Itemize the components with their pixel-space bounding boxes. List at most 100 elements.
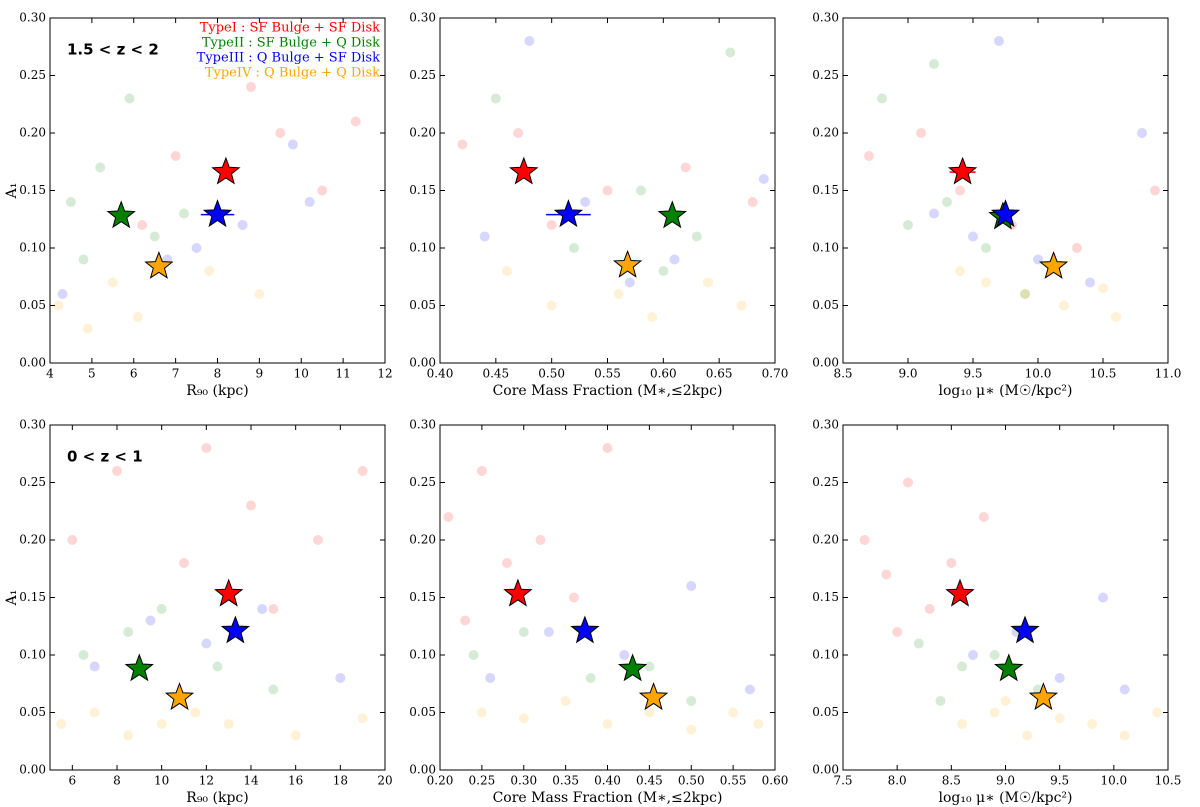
sample-point — [1152, 707, 1163, 718]
x-tick-label: 0.70 — [762, 367, 789, 381]
sample-point — [201, 443, 212, 453]
median-star — [994, 653, 1024, 682]
y-tick-label: 0.10 — [812, 648, 839, 662]
x-tick-label: 8.5 — [942, 774, 961, 788]
sample-point — [624, 277, 635, 288]
legend-entry: TypeI : SF Bulge + SF Disk — [200, 21, 380, 36]
x-tick-label: 7.5 — [833, 774, 852, 788]
median-star — [124, 653, 154, 682]
x-tick-label: 0.45 — [482, 367, 509, 381]
sample-point — [170, 151, 181, 161]
sample-point — [476, 466, 487, 476]
sample-point — [145, 615, 156, 626]
y-tick-label: 0.00 — [409, 356, 436, 370]
y-tick-label: 0.20 — [812, 126, 839, 140]
y-tick-label: 0.05 — [409, 298, 436, 312]
sample-point — [223, 719, 234, 729]
y-tick-label: 0.30 — [409, 11, 436, 25]
y-tick-label: 0.30 — [19, 418, 46, 432]
y-tick-label: 0.30 — [812, 11, 839, 25]
sample-point — [518, 713, 529, 724]
sample-point — [736, 300, 747, 311]
sample-point — [460, 615, 471, 626]
sample-point — [1085, 277, 1095, 288]
sample-point — [65, 197, 76, 207]
x-tick-label: 9.0 — [898, 367, 917, 381]
sample-point — [942, 197, 952, 207]
sample-point — [502, 266, 512, 276]
sample-point — [859, 535, 870, 545]
y-tick-label: 0.10 — [19, 648, 46, 662]
sample-point — [468, 650, 479, 660]
sample-point — [585, 673, 596, 683]
x-tick-label: 0.45 — [636, 774, 663, 788]
sample-point — [569, 592, 579, 603]
y-tick-label: 0.20 — [19, 126, 46, 140]
sample-point — [490, 93, 501, 104]
sample-point — [201, 638, 212, 649]
sample-point — [57, 289, 68, 299]
x-tick-label: 0.55 — [594, 367, 621, 381]
legend-entry: TypeII : SF Bulge + Q Disk — [202, 36, 380, 51]
annotation: 0 < z < 1 — [67, 448, 143, 466]
x-tick-label: 0.35 — [552, 774, 579, 788]
y-axis-label: A₁ — [4, 590, 20, 607]
sample-point — [179, 208, 189, 219]
sample-point — [479, 231, 490, 242]
sample-point — [535, 535, 546, 545]
sample-point — [955, 266, 965, 276]
sample-point — [989, 650, 1000, 660]
x-tick-label: 0.40 — [427, 367, 454, 381]
sample-point — [513, 128, 524, 138]
y-tick-label: 0.30 — [19, 11, 46, 25]
sample-point — [892, 627, 903, 637]
x-tick-label: 0.40 — [594, 774, 621, 788]
y-tick-label: 0.15 — [812, 590, 839, 604]
sample-point — [569, 243, 579, 253]
median-star — [617, 653, 648, 682]
x-tick-label: 20 — [377, 774, 392, 788]
sample-point — [287, 139, 298, 150]
x-tick-label: 14 — [243, 774, 259, 788]
x-tick-label: 10.0 — [1100, 774, 1127, 788]
y-tick-label: 0.00 — [812, 356, 839, 370]
sample-point — [968, 650, 978, 660]
sample-point — [524, 36, 535, 46]
sample-point — [357, 466, 368, 476]
x-tick-label: 12 — [199, 774, 214, 788]
sample-point — [686, 696, 697, 706]
y-tick-label: 0.10 — [19, 241, 46, 255]
x-tick-label: 0.55 — [720, 774, 747, 788]
sample-point — [580, 197, 591, 207]
x-tick-label: 9 — [256, 367, 264, 381]
x-tick-label: 10.5 — [1155, 774, 1182, 788]
annotation: 1.5 < z < 2 — [67, 41, 159, 59]
x-tick-label: 8.0 — [888, 774, 907, 788]
sample-point — [237, 220, 248, 230]
x-tick-label: 9.5 — [1050, 774, 1069, 788]
y-tick-label: 0.05 — [19, 705, 46, 719]
x-axis-label: log₁₀ μ∗ (M☉/kpc²) — [938, 790, 1072, 806]
sample-point — [946, 558, 957, 568]
sample-point — [89, 661, 100, 672]
x-tick-label: 12 — [377, 367, 392, 381]
x-tick-label: 0.60 — [762, 774, 789, 788]
sample-point — [156, 719, 167, 729]
sample-point — [658, 266, 669, 276]
y-axis-label: A₁ — [4, 183, 20, 200]
sample-point — [929, 208, 939, 219]
sample-point — [744, 684, 755, 695]
x-axis-label: Core Mass Fraction (M∗,≤2kpc) — [493, 790, 723, 806]
y-tick-label: 0.15 — [812, 183, 839, 197]
median-star — [612, 249, 643, 278]
sample-point — [968, 231, 978, 242]
median-star — [503, 578, 533, 607]
x-tick-label: 0.60 — [650, 367, 677, 381]
y-tick-label: 0.25 — [409, 475, 436, 489]
x-axis-label: log₁₀ μ∗ (M☉/kpc²) — [938, 383, 1072, 399]
y-tick-label: 0.05 — [812, 298, 839, 312]
sample-point — [680, 162, 691, 173]
sample-point — [957, 661, 968, 672]
y-tick-label: 0.05 — [19, 298, 46, 312]
x-tick-label: 0.25 — [469, 774, 496, 788]
